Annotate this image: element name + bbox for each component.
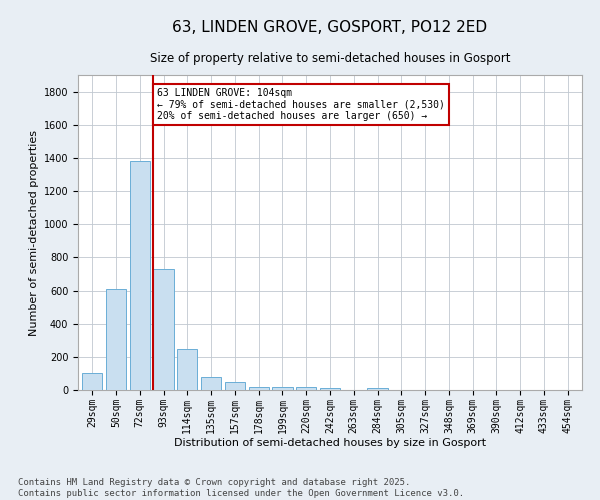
Bar: [82, 374, 103, 390]
Bar: [296, 386, 316, 390]
Text: Contains HM Land Registry data © Crown copyright and database right 2025.
Contai: Contains HM Land Registry data © Crown c…: [18, 478, 464, 498]
Bar: [201, 376, 221, 390]
Bar: [177, 350, 197, 390]
Bar: [106, 289, 126, 390]
Text: Size of property relative to semi-detached houses in Gosport: Size of property relative to semi-detach…: [150, 52, 510, 65]
Text: 63, LINDEN GROVE, GOSPORT, PO12 2ED: 63, LINDEN GROVE, GOSPORT, PO12 2ED: [172, 20, 488, 35]
Bar: [130, 161, 150, 390]
Y-axis label: Number of semi-detached properties: Number of semi-detached properties: [29, 130, 40, 336]
Bar: [225, 382, 245, 390]
Text: 63 LINDEN GROVE: 104sqm
← 79% of semi-detached houses are smaller (2,530)
20% of: 63 LINDEN GROVE: 104sqm ← 79% of semi-de…: [157, 88, 445, 122]
Bar: [320, 388, 340, 390]
X-axis label: Distribution of semi-detached houses by size in Gosport: Distribution of semi-detached houses by …: [174, 438, 486, 448]
Bar: [154, 269, 173, 390]
Bar: [367, 388, 388, 390]
Bar: [248, 386, 269, 390]
Bar: [272, 386, 293, 390]
